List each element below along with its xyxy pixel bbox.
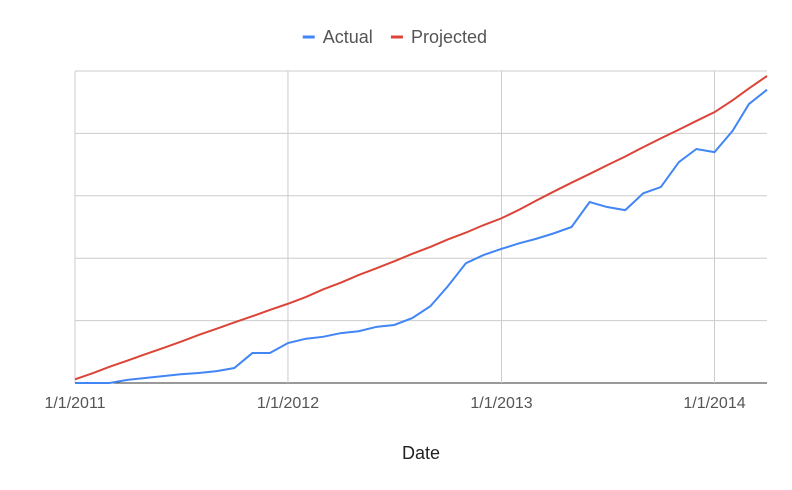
line-series [74, 75, 768, 381]
x-tick-label: 1/1/2011 [44, 395, 105, 412]
x-axis-title: Date [402, 443, 440, 463]
x-tick-label: 1/1/2012 [257, 395, 319, 412]
legend-label: Projected [411, 27, 487, 47]
x-tick-label: 1/1/2014 [683, 395, 745, 412]
line-series [75, 88, 768, 384]
legend-label: Actual [323, 27, 373, 47]
x-tick-label: 1/1/2013 [470, 395, 532, 412]
